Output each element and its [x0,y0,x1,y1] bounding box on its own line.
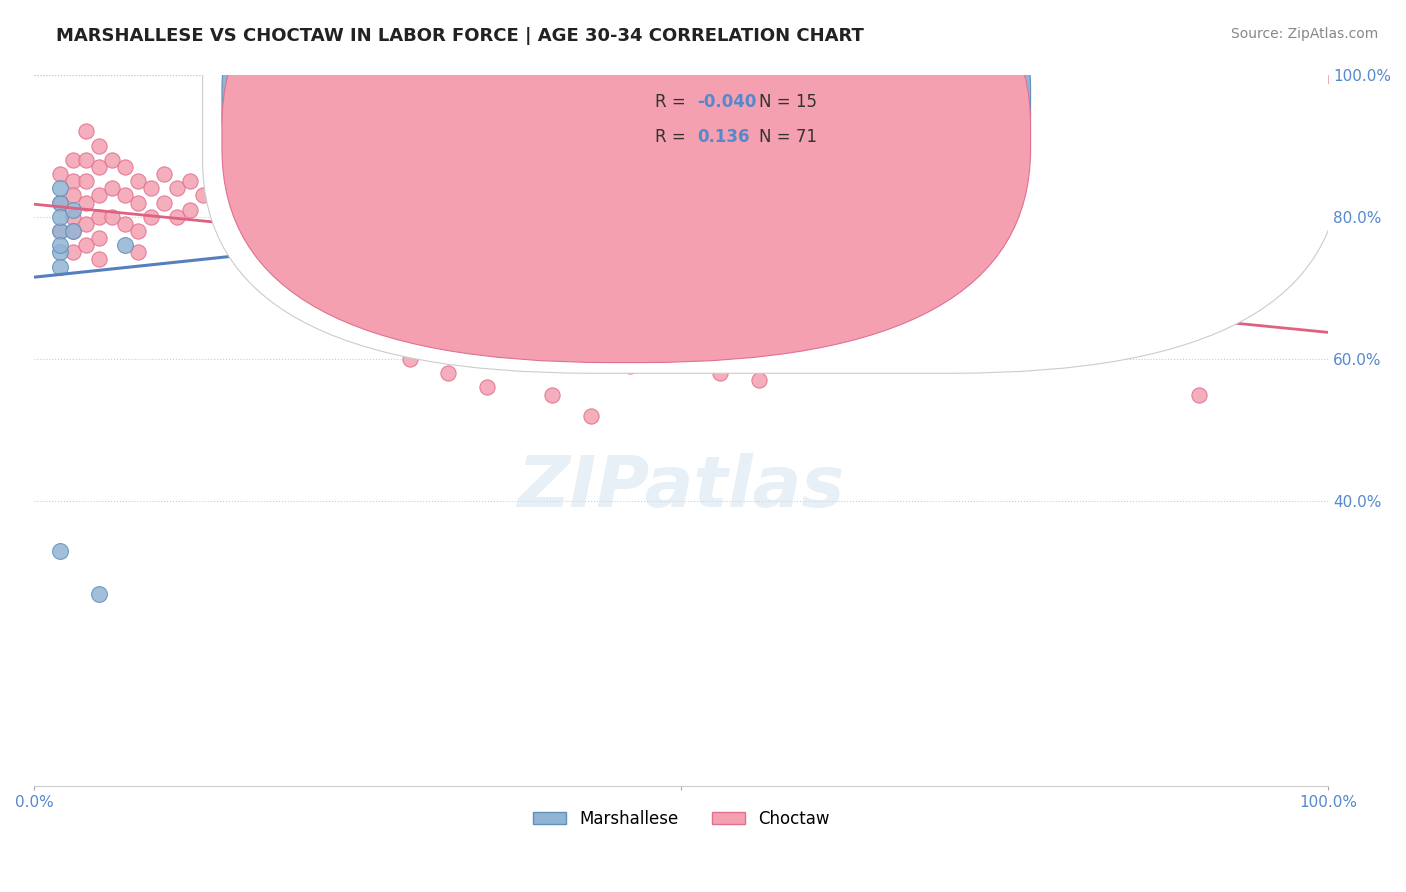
Point [114,238,136,252]
Point [87,160,110,174]
Point [75,174,97,188]
Point [101,210,124,224]
Point [114,217,136,231]
Point [49,544,72,558]
Point [217,210,239,224]
Point [49,181,72,195]
Point [127,195,149,210]
Point [166,210,188,224]
Point [49,238,72,252]
Point [62,153,84,167]
Point [346,210,368,224]
Point [87,252,110,267]
Point [398,351,420,366]
Point [333,195,356,210]
Point [515,331,537,345]
Point [1317,68,1340,82]
Point [127,245,149,260]
Point [437,366,460,380]
Point [101,153,124,167]
Point [541,387,564,401]
Point [709,366,731,380]
Point [477,380,499,394]
Point [217,181,239,195]
Point [579,409,602,423]
Point [87,231,110,245]
Point [127,174,149,188]
Point [87,210,110,224]
Point [62,174,84,188]
Point [114,188,136,202]
Text: MARSHALLESE VS CHOCTAW IN LABOR FORCE | AGE 30-34 CORRELATION CHART: MARSHALLESE VS CHOCTAW IN LABOR FORCE | … [56,27,865,45]
Point [243,195,266,210]
Point [308,195,330,210]
Point [657,245,679,260]
FancyBboxPatch shape [222,0,1031,327]
Point [114,160,136,174]
Point [671,252,693,267]
Point [152,167,174,181]
Point [256,202,278,217]
Text: R =: R = [655,128,692,146]
Point [101,181,124,195]
Point [231,188,253,202]
Point [425,317,447,331]
Point [127,224,149,238]
Point [994,195,1017,210]
Point [152,195,174,210]
Point [49,195,72,210]
Point [62,188,84,202]
Point [619,359,641,373]
Legend: Marshallese, Choctaw: Marshallese, Choctaw [526,803,837,834]
Point [62,210,84,224]
Text: N = 15: N = 15 [759,93,817,111]
Point [295,188,318,202]
Point [75,195,97,210]
Point [373,245,395,260]
Point [281,174,304,188]
Point [87,587,110,601]
Point [179,202,201,217]
Point [87,138,110,153]
Point [87,188,110,202]
Point [75,153,97,167]
Text: 0.136: 0.136 [697,128,749,146]
Text: N = 71: N = 71 [759,128,817,146]
Point [49,224,72,238]
Point [49,167,72,181]
Point [748,373,770,387]
Point [217,68,239,82]
Point [75,124,97,138]
Point [412,295,434,310]
Point [308,224,330,238]
Text: R =: R = [655,93,692,111]
Point [321,181,343,195]
Point [179,174,201,188]
Point [62,245,84,260]
Point [49,195,72,210]
Point [49,260,72,274]
Point [49,224,72,238]
Point [1161,174,1184,188]
Point [139,210,162,224]
Point [75,217,97,231]
Point [191,188,214,202]
Point [1188,387,1211,401]
FancyBboxPatch shape [222,0,1031,362]
FancyBboxPatch shape [202,0,1341,373]
Point [49,210,72,224]
Point [204,195,226,210]
Point [62,224,84,238]
Text: -0.040: -0.040 [697,93,756,111]
Point [515,195,537,210]
Point [385,267,408,281]
Point [75,238,97,252]
Point [166,181,188,195]
Point [62,224,84,238]
Text: ZIPatlas: ZIPatlas [517,452,845,522]
Point [62,202,84,217]
Point [139,181,162,195]
Text: Source: ZipAtlas.com: Source: ZipAtlas.com [1230,27,1378,41]
Point [49,245,72,260]
